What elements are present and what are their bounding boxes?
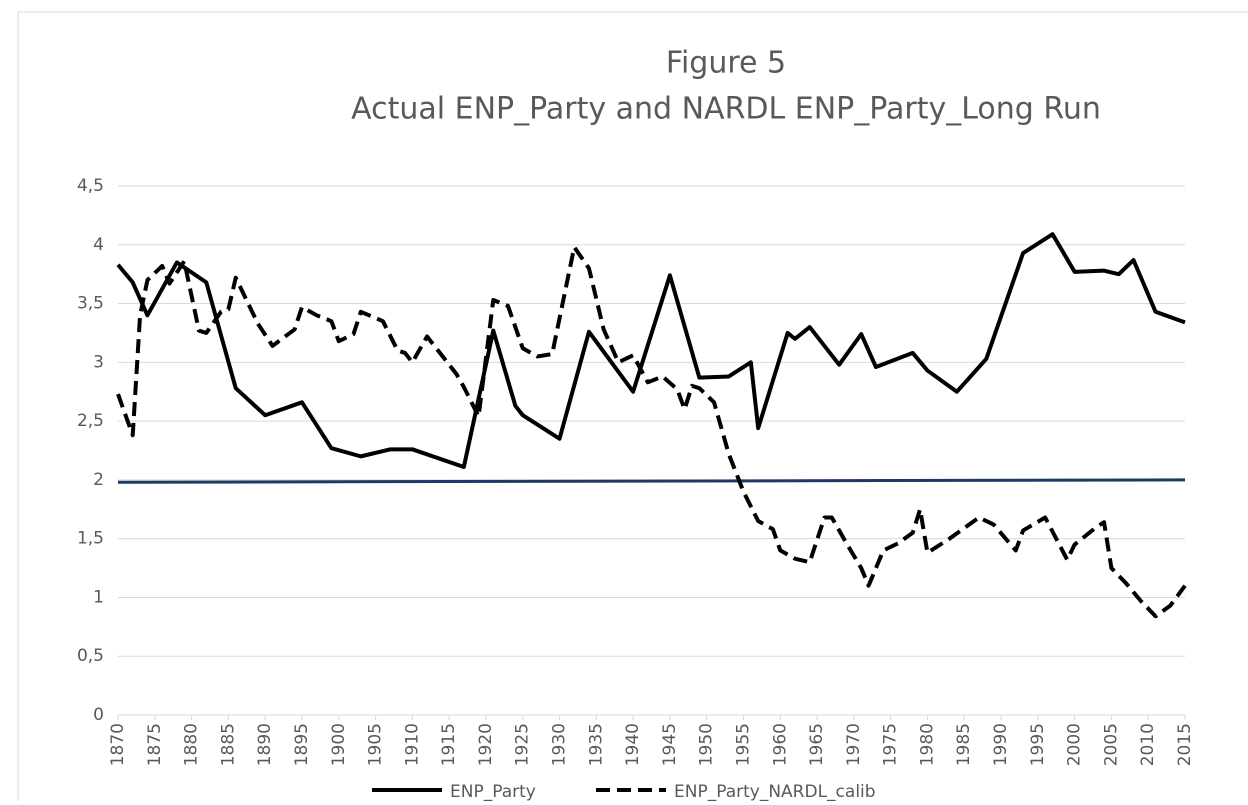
x-tick-label: 1920 bbox=[476, 723, 496, 766]
x-tick-label: 1885 bbox=[218, 723, 238, 766]
y-tick-label: 3 bbox=[93, 352, 104, 372]
x-tick-label: 1935 bbox=[586, 723, 606, 766]
y-tick-label: 0 bbox=[93, 705, 104, 725]
x-tick-label: 1985 bbox=[954, 723, 974, 766]
x-tick-label: 1995 bbox=[1028, 723, 1048, 766]
x-tick-label: 1955 bbox=[733, 723, 753, 766]
y-tick-label: 4,5 bbox=[77, 176, 104, 196]
x-tick-label: 2010 bbox=[1138, 723, 1158, 766]
y-tick-label: 3,5 bbox=[77, 294, 104, 314]
x-tick-label: 1990 bbox=[991, 723, 1011, 766]
x-tick-label: 1905 bbox=[366, 723, 386, 766]
y-tick-label: 4 bbox=[93, 235, 104, 255]
x-tick-label: 1900 bbox=[329, 723, 349, 766]
x-tick-label: 2005 bbox=[1101, 723, 1121, 766]
x-tick-label: 2000 bbox=[1065, 723, 1085, 766]
x-tick-label: 1870 bbox=[108, 723, 128, 766]
series-line bbox=[116, 232, 1186, 469]
y-tick-label: 2,5 bbox=[77, 411, 104, 431]
x-tick-label: 1915 bbox=[439, 723, 459, 766]
x-tick-label: 1940 bbox=[623, 723, 643, 766]
chart-subtitle: Actual ENP_Party and NARDL ENP_Party_Lon… bbox=[351, 92, 1101, 127]
x-tick-label: 1895 bbox=[292, 723, 312, 766]
chart-title: Figure 5 bbox=[666, 46, 786, 81]
x-tick-label: 1945 bbox=[660, 723, 680, 766]
chart-border bbox=[17, 11, 1248, 805]
x-tick-label: 1970 bbox=[844, 723, 864, 766]
x-tick-label: 1965 bbox=[807, 723, 827, 766]
y-tick-label: 0,5 bbox=[77, 646, 104, 666]
x-tick-label: 1950 bbox=[697, 723, 717, 766]
series-line bbox=[116, 245, 1187, 619]
legend-label: ENP_Party bbox=[450, 782, 536, 801]
x-tick-label: 1910 bbox=[402, 723, 422, 766]
x-tick-label: 1880 bbox=[182, 723, 202, 766]
x-tick-label: 1930 bbox=[550, 723, 570, 766]
reference-line bbox=[117, 478, 1186, 484]
y-tick-label: 2 bbox=[93, 470, 104, 490]
x-tick-label: 1975 bbox=[881, 723, 901, 766]
x-tick-label: 1890 bbox=[255, 723, 275, 766]
x-tick-label: 1875 bbox=[145, 723, 165, 766]
legend-label: ENP_Party_NARDL_calib bbox=[674, 782, 876, 801]
y-tick-label: 1,5 bbox=[77, 529, 104, 549]
y-tick-label: 1 bbox=[93, 587, 104, 607]
x-tick-label: 1925 bbox=[513, 723, 533, 766]
x-tick-label: 2015 bbox=[1175, 723, 1195, 766]
x-tick-label: 1960 bbox=[770, 723, 790, 766]
x-tick-label: 1980 bbox=[917, 723, 937, 766]
